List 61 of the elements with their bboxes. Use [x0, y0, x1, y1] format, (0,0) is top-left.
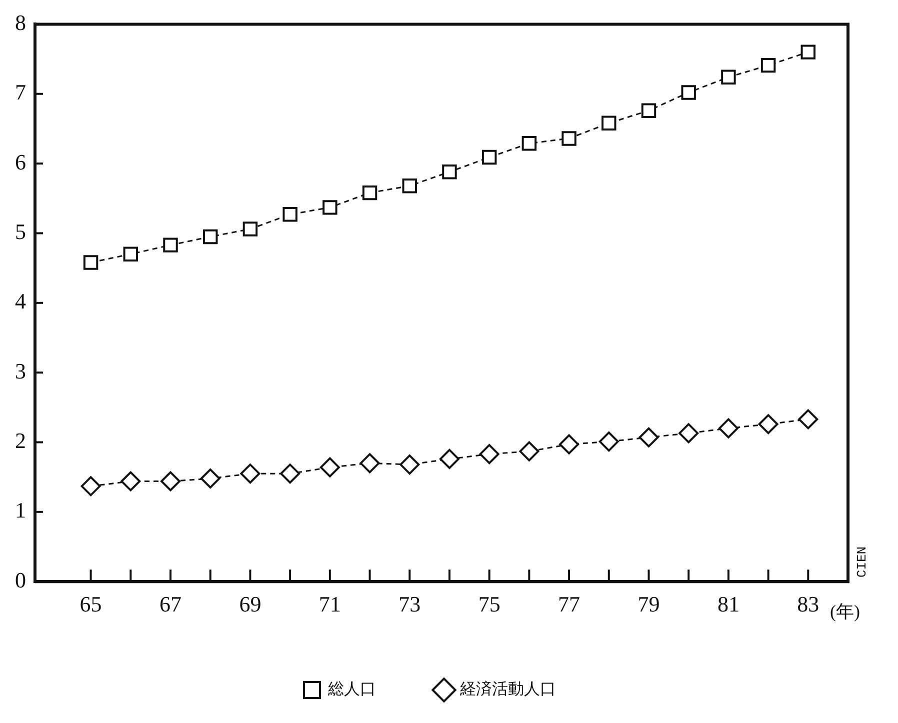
point — [760, 58, 776, 73]
point — [242, 222, 258, 236]
y-tick-label: 0 — [15, 567, 26, 592]
point — [482, 150, 497, 165]
y-tick-label: 2 — [15, 428, 26, 454]
y-tick-label: 6 — [15, 149, 26, 174]
point — [598, 432, 619, 452]
point — [681, 85, 696, 100]
y-tick-label: 8 — [15, 10, 26, 35]
point — [202, 229, 218, 244]
point — [83, 255, 98, 270]
x-tick-label: 67 — [160, 592, 182, 617]
x-tick-label: 65 — [80, 592, 102, 617]
point — [638, 427, 659, 448]
point — [163, 238, 178, 252]
x-tick-label: 79 — [638, 592, 660, 617]
point — [562, 131, 576, 146]
x-tick-label: 75 — [478, 592, 500, 617]
x-axis-title: (年) — [830, 601, 860, 622]
point — [718, 418, 738, 438]
point — [200, 468, 220, 488]
x-tick-label: 71 — [318, 592, 341, 617]
legend-label: 経済活動人口 — [459, 679, 556, 698]
point — [322, 200, 338, 215]
point — [282, 207, 298, 222]
point — [123, 246, 138, 262]
x-tick-label: 81 — [717, 592, 740, 617]
y-tick-label: 4 — [15, 288, 26, 314]
point — [402, 178, 417, 194]
x-tick-label: 73 — [398, 592, 421, 617]
point — [439, 448, 460, 469]
point — [559, 434, 580, 454]
point — [602, 116, 616, 131]
y-tick-label: 7 — [15, 80, 26, 105]
point — [160, 471, 180, 492]
point — [360, 453, 380, 474]
point — [798, 409, 818, 430]
x-tick-label: 83 — [797, 592, 820, 617]
x-tick-label: 69 — [239, 592, 262, 617]
point — [240, 464, 260, 484]
point — [758, 414, 778, 434]
x-tick-label: 77 — [558, 592, 580, 617]
point — [362, 185, 378, 200]
point — [280, 464, 300, 484]
point — [320, 457, 340, 478]
point — [678, 423, 699, 444]
legend-label: 総人口 — [327, 679, 376, 698]
point — [479, 444, 500, 464]
y-tick-label: 1 — [15, 498, 26, 523]
y-tick-label: 5 — [15, 219, 26, 244]
point — [800, 44, 816, 60]
point — [519, 441, 540, 462]
point — [120, 471, 141, 492]
point — [80, 476, 101, 496]
point — [522, 136, 537, 151]
y-tick-label: 3 — [15, 358, 26, 384]
point — [721, 70, 736, 85]
text: CIEN — [854, 546, 870, 578]
point — [400, 454, 420, 475]
point — [442, 164, 457, 180]
point — [641, 103, 656, 118]
